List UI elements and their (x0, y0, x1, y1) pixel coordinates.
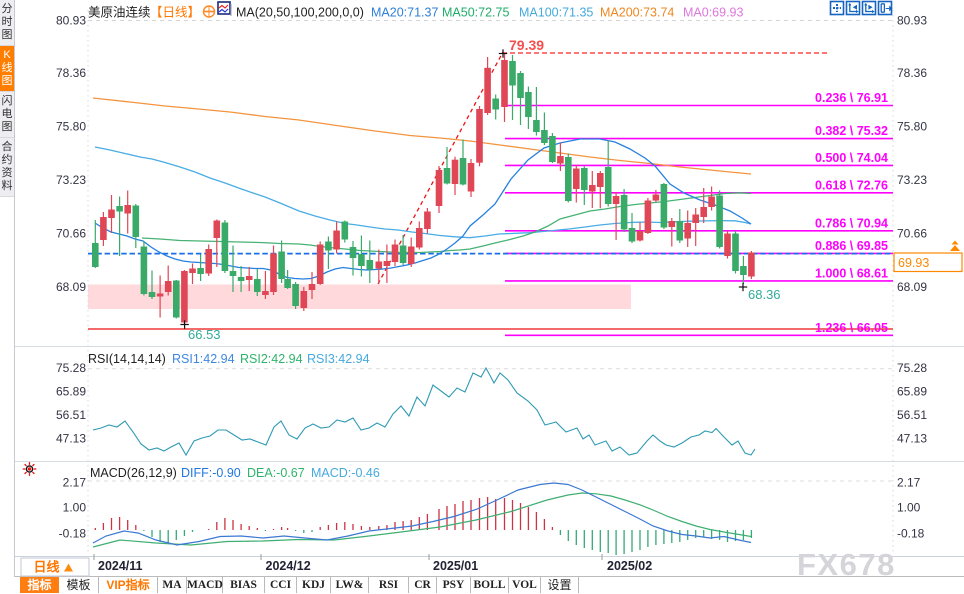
svg-text:1.00: 1.00 (63, 501, 87, 515)
svg-text:68.36: 68.36 (748, 287, 781, 302)
svg-text:1.236 \ 66.05: 1.236 \ 66.05 (815, 321, 888, 335)
svg-text:MACD:-0.46: MACD:-0.46 (311, 466, 380, 480)
svg-text:1.00: 1.00 (897, 501, 921, 515)
svg-text:73.23: 73.23 (56, 173, 86, 187)
svg-text:2024/12: 2024/12 (266, 559, 311, 573)
svg-text:0.382 \ 75.32: 0.382 \ 75.32 (815, 124, 888, 138)
svg-text:69.93: 69.93 (898, 256, 929, 270)
svg-text:美原油连续: 美原油连续 (88, 5, 151, 20)
svg-text:78.36: 78.36 (56, 66, 86, 80)
svg-text:MA(20,50,100,200,0,0): MA(20,50,100,200,0,0) (236, 6, 364, 20)
svg-text:75.28: 75.28 (56, 361, 86, 375)
svg-text:MA100:71.35: MA100:71.35 (519, 6, 593, 20)
svg-text:65.89: 65.89 (56, 385, 86, 399)
svg-text:66.53: 66.53 (188, 327, 221, 342)
svg-text:79.39: 79.39 (509, 37, 544, 53)
svg-text:2025/02: 2025/02 (607, 559, 652, 573)
svg-text:MA0:69.93: MA0:69.93 (683, 6, 744, 20)
svg-text:RSI2:42.94: RSI2:42.94 (240, 352, 303, 366)
svg-text:2.17: 2.17 (897, 476, 921, 490)
svg-text:2.17: 2.17 (63, 476, 87, 490)
svg-text:56.51: 56.51 (897, 408, 927, 422)
svg-text:75.80: 75.80 (897, 119, 927, 133)
svg-text:80.93: 80.93 (56, 14, 86, 28)
svg-text:68.09: 68.09 (897, 280, 927, 294)
svg-text:2024/11: 2024/11 (98, 559, 143, 573)
svg-text:70.66: 70.66 (56, 227, 86, 241)
svg-text:0.236 \ 76.91: 0.236 \ 76.91 (815, 91, 888, 105)
svg-text:MA200:73.74: MA200:73.74 (600, 6, 674, 20)
svg-text:70.66: 70.66 (897, 227, 927, 241)
svg-text:75.80: 75.80 (56, 119, 86, 133)
svg-text:0.618 \ 72.76: 0.618 \ 72.76 (815, 178, 888, 192)
svg-text:DIFF:-0.90: DIFF:-0.90 (181, 466, 241, 480)
svg-text:0.886 \ 69.85: 0.886 \ 69.85 (815, 239, 888, 253)
svg-text:-0.18: -0.18 (897, 527, 925, 541)
svg-text:68.09: 68.09 (56, 280, 86, 294)
svg-text:78.36: 78.36 (897, 66, 927, 80)
svg-text:0.786 \ 70.94: 0.786 \ 70.94 (815, 216, 888, 230)
svg-text:65.89: 65.89 (897, 385, 927, 399)
svg-text:RSI1:42.94: RSI1:42.94 (172, 352, 235, 366)
svg-text:RSI(14,14,14): RSI(14,14,14) (88, 352, 166, 366)
svg-text:-0.18: -0.18 (59, 527, 87, 541)
svg-text:47.13: 47.13 (56, 432, 86, 446)
svg-text:47.13: 47.13 (897, 432, 927, 446)
svg-text:DEA:-0.67: DEA:-0.67 (247, 466, 305, 480)
svg-text:MA50:72.75: MA50:72.75 (442, 6, 509, 20)
svg-text:RSI3:42.94: RSI3:42.94 (307, 352, 370, 366)
svg-text:80.93: 80.93 (897, 14, 927, 28)
svg-text:MA20:71.37: MA20:71.37 (371, 6, 438, 20)
svg-text:2025/01: 2025/01 (433, 559, 478, 573)
svg-text:56.51: 56.51 (56, 408, 86, 422)
svg-text:73.23: 73.23 (897, 173, 927, 187)
svg-text:MACD(26,12,9): MACD(26,12,9) (90, 466, 177, 480)
svg-text:75.28: 75.28 (897, 361, 927, 375)
svg-text:FX678: FX678 (797, 547, 896, 582)
svg-text:0.500 \ 74.04: 0.500 \ 74.04 (815, 151, 888, 165)
svg-text:1.000 \ 68.61: 1.000 \ 68.61 (815, 266, 888, 280)
svg-text:【日线】: 【日线】 (150, 6, 200, 20)
svg-text:日线: 日线 (34, 560, 60, 575)
